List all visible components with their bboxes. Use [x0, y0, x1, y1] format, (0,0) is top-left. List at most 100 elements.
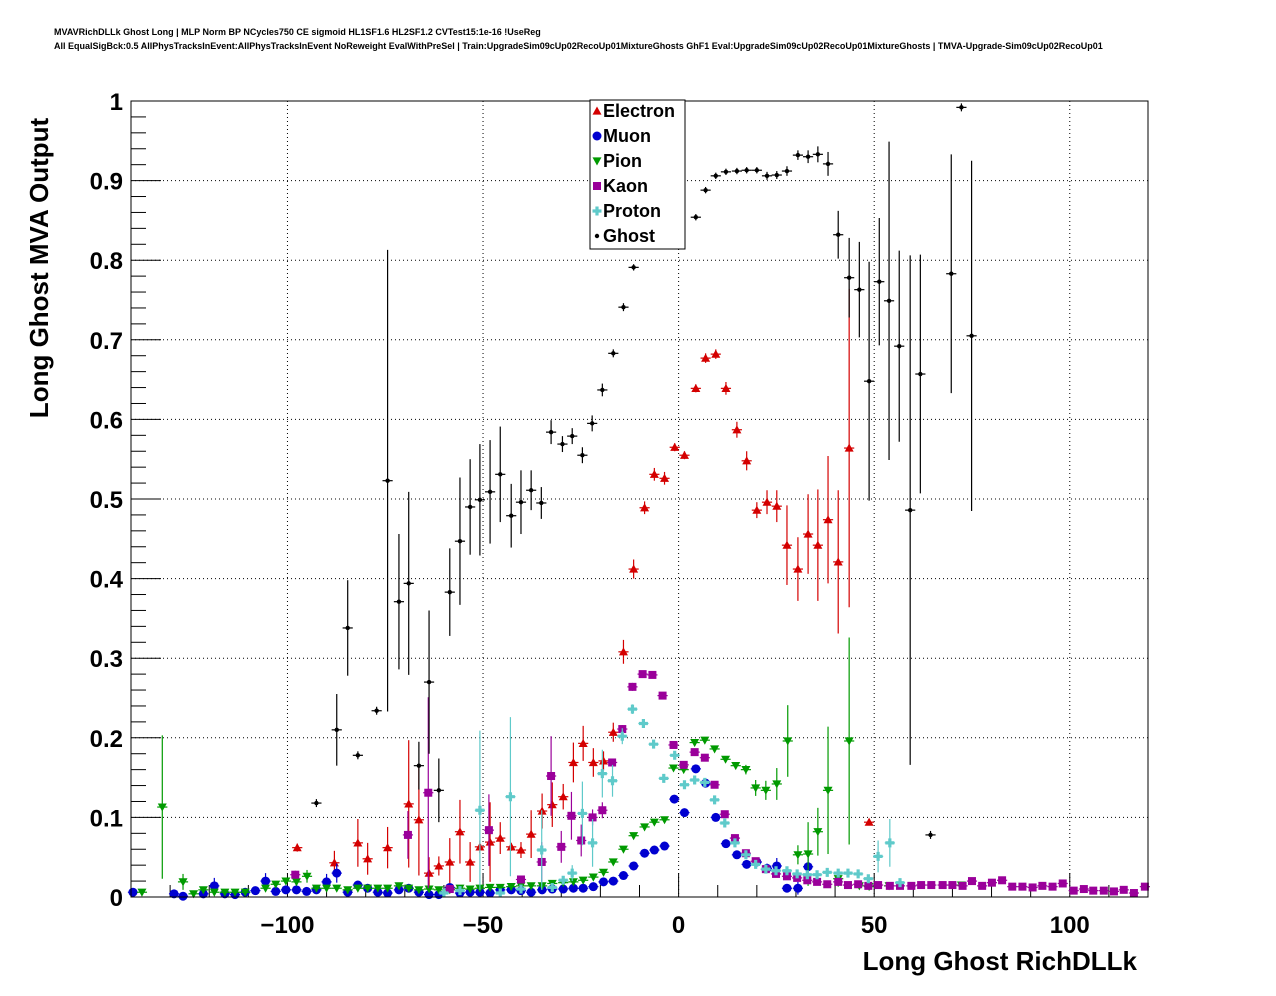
kaon-marker: [1018, 882, 1027, 891]
electron-point: [751, 502, 762, 519]
proton-point: [679, 780, 690, 790]
muon-marker: [721, 839, 731, 849]
ghost-point: [526, 470, 537, 511]
proton-point: [740, 850, 751, 860]
y-axis-title: Long Ghost MVA Output: [24, 117, 54, 418]
ghost-point: [700, 186, 711, 194]
proton-point: [627, 704, 638, 714]
proton-marker: [638, 718, 648, 728]
ghost-marker: [406, 581, 411, 586]
pion-marker: [495, 883, 505, 892]
electron-point: [495, 822, 506, 855]
muon-marker: [679, 808, 689, 818]
electron-marker: [813, 540, 823, 549]
pion-marker: [240, 888, 250, 897]
pion-point: [188, 890, 199, 899]
muon-marker: [281, 885, 291, 895]
proton-marker: [761, 864, 771, 874]
electron-point: [822, 456, 834, 584]
pion-point: [689, 738, 700, 748]
legend-label: Proton: [603, 201, 661, 221]
ghost-point: [465, 459, 476, 555]
ghost-marker: [815, 152, 821, 157]
ghost-marker: [918, 371, 923, 377]
kaon-marker: [874, 881, 883, 890]
proton-point: [638, 718, 649, 728]
proton-marker: [670, 750, 680, 760]
pion-marker: [209, 888, 219, 897]
pion-point: [433, 886, 444, 895]
pion-marker: [793, 851, 803, 860]
electron-point: [578, 725, 589, 761]
ghost-marker: [907, 507, 913, 513]
electron-marker: [363, 854, 373, 863]
pion-point: [372, 884, 383, 893]
proton-marker: [558, 875, 568, 885]
muon-marker: [782, 883, 792, 893]
kaon-marker: [864, 881, 873, 890]
proton-marker: [700, 777, 710, 787]
proton-marker: [812, 870, 822, 880]
pion-point: [331, 884, 342, 893]
kaon-point: [566, 791, 577, 840]
y-tick-label: 0: [110, 885, 123, 912]
ghost-point: [546, 420, 557, 445]
electron-point: [292, 843, 303, 852]
kaon-marker: [1069, 886, 1078, 895]
proton-marker: [853, 869, 863, 879]
kaon-point: [853, 880, 864, 889]
ghost-marker: [355, 753, 361, 758]
kaon-point: [546, 736, 557, 816]
pion-marker: [261, 884, 271, 893]
kaon-point: [576, 824, 587, 857]
kaon-marker: [484, 826, 493, 835]
electron-marker: [701, 353, 711, 362]
ghost-marker: [600, 387, 605, 393]
ghost-point: [515, 470, 527, 535]
kaon-marker: [567, 811, 576, 820]
electron-marker: [414, 815, 424, 824]
pion-marker: [568, 878, 578, 887]
ghost-marker: [334, 727, 339, 733]
kaon-marker: [669, 740, 678, 749]
proton-marker: [577, 808, 587, 818]
y-tick-labels: 0 0.1 0.2 0.3 0.4 0.5 0.6 0.7 0.8 0.9 1: [90, 89, 124, 912]
electron-marker: [782, 540, 792, 549]
electron-marker: [292, 843, 302, 852]
pion-point: [465, 885, 476, 894]
kaon-point: [1057, 879, 1068, 888]
kaon-point: [926, 881, 937, 890]
kaon-marker: [588, 813, 597, 822]
muon-marker: [742, 859, 752, 869]
ghost-marker: [374, 708, 379, 713]
pion-marker: [640, 823, 650, 832]
pion-point: [301, 869, 313, 883]
proton-marker: [627, 704, 637, 714]
pion-point: [720, 755, 731, 764]
kaon-marker: [658, 691, 667, 700]
legend-label: Pion: [603, 151, 642, 171]
kaon-point: [1007, 882, 1018, 891]
kaon-marker: [948, 881, 957, 890]
plot-header-line-2: All EqualSigBck:0.5 AllPhysTracksInEvent…: [54, 41, 1103, 51]
kaon-marker: [720, 810, 729, 819]
pion-marker: [281, 877, 291, 886]
muon-marker: [209, 881, 219, 891]
electron-marker: [844, 443, 854, 452]
pion-marker: [506, 883, 516, 892]
ghost-point: [495, 426, 506, 523]
kaon-marker: [967, 877, 976, 886]
electron-marker: [772, 501, 782, 510]
ghost-point: [894, 250, 905, 442]
proton-point: [495, 888, 506, 898]
legend-pion-marker-icon: [592, 157, 602, 166]
kaon-marker: [690, 748, 699, 757]
pion-point: [598, 868, 609, 877]
proton-point: [853, 869, 864, 879]
ghost-point: [833, 210, 844, 259]
legend-entry-kaon: Kaon: [593, 176, 648, 196]
pion-point: [311, 884, 322, 893]
x-tick-label: −100: [260, 912, 314, 939]
pion-marker: [271, 880, 281, 889]
proton-point: [709, 795, 720, 805]
